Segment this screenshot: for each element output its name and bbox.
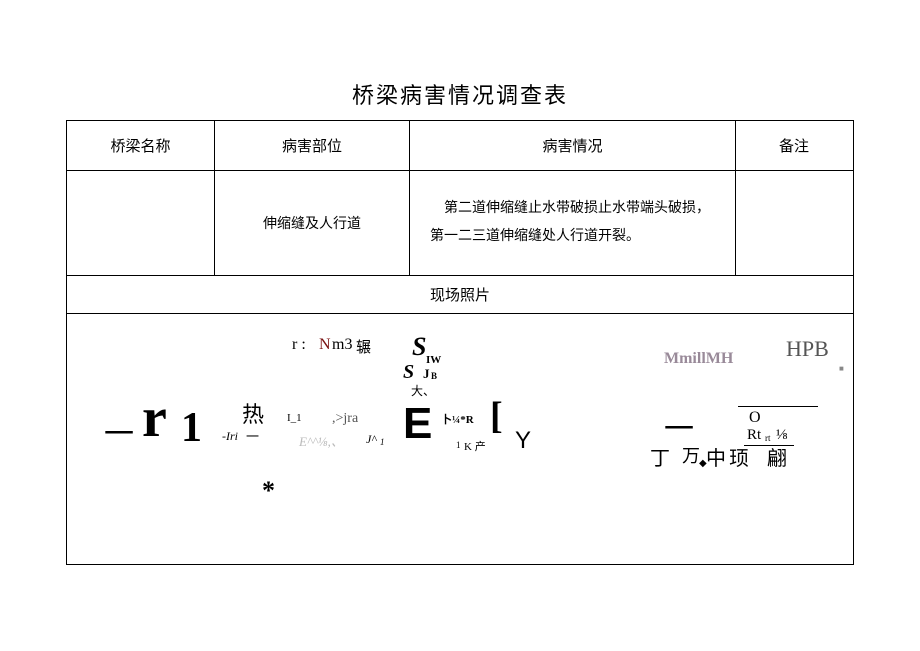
ocr-fragment: IW [426, 354, 441, 366]
ocr-fragment: 中 [706, 442, 726, 471]
ocr-fragment: I_1 [287, 412, 302, 424]
table-header-row: 桥梁名称 病害部位 病害情况 备注 [67, 121, 853, 171]
page-title: 桥梁病害情况调查表 [0, 0, 920, 120]
cell-damage-part: 伸缩缝及人行道 [215, 171, 410, 275]
ocr-fragment: B [431, 371, 437, 381]
ocr-fragment: * [262, 476, 275, 506]
ocr-fragment: 一 [104, 409, 134, 453]
ocr-fragment: J [423, 366, 430, 382]
ocr-fragment: 1 [380, 437, 385, 447]
ocr-fragment: N [319, 336, 331, 354]
ocr-fragment: E [403, 399, 432, 449]
ocr-fragment: 卜¼*R [441, 411, 474, 427]
cell-damage-situation: 第二道伸缩缝止水带破损止水带端头破损，第一二三道伸缩缝处人行道开裂。 [410, 171, 736, 275]
ocr-fragment: J^ [366, 432, 376, 447]
ocr-fragment: MmillMH [664, 350, 733, 368]
header-note: 备注 [736, 121, 852, 170]
ocr-fragment: 1 [456, 440, 461, 450]
survey-table: 桥梁名称 病害部位 病害情况 备注 伸缩缝及人行道 第二道伸缩缝止水带破损止水带… [66, 120, 854, 565]
ocr-fragment: [ [490, 394, 503, 438]
ocr-fragment: 热 [242, 397, 264, 429]
ocr-fragment: 丁 [650, 442, 670, 471]
ocr-fragment: 一 [246, 426, 259, 445]
ocr-fragment: E^^⅛,、 [299, 431, 344, 450]
photo-label: 现场照片 [67, 276, 853, 314]
header-damage-part: 病害部位 [215, 121, 410, 170]
ocr-fragment: Y [515, 427, 531, 455]
line-fragment [744, 445, 794, 446]
table-data-row: 伸缩缝及人行道 第二道伸缩缝止水带破损止水带端头破损，第一二三道伸缩缝处人行道开… [67, 171, 853, 276]
ocr-fragment: 大、 [411, 382, 435, 399]
ocr-fragment: 辗 [356, 336, 371, 357]
ocr-fragment: 顼 [729, 442, 749, 471]
ocr-fragment: m3 [332, 336, 352, 354]
cell-note [736, 171, 852, 275]
ocr-fragment: K 产 [464, 438, 486, 454]
ocr-fragment: r : [292, 336, 306, 354]
ocr-fragment: ,>jra [332, 411, 358, 427]
header-damage-situation: 病害情况 [410, 121, 736, 170]
ocr-fragment: 翩 [767, 442, 787, 471]
cell-bridge-name [67, 171, 215, 275]
ocr-fragment: S [403, 361, 414, 384]
ocr-fragment: -Iri [222, 429, 238, 444]
ocr-fragment: S [412, 332, 426, 362]
header-bridge-name: 桥梁名称 [67, 121, 215, 170]
ocr-fragment: O [749, 409, 761, 427]
photo-content: r : Nm3辗SSIWJBMmillMHHPB■一r1热-Iri一I_1,>j… [67, 314, 853, 564]
ocr-fragment: 万 [682, 442, 700, 468]
ocr-fragment: ◆ [699, 458, 707, 469]
ocr-fragment: Rt [747, 427, 761, 444]
ocr-fragment: 1 [181, 404, 202, 452]
ocr-fragment: ■ [839, 364, 844, 373]
ocr-fragment: HPB [786, 336, 829, 362]
line-fragment [738, 406, 818, 407]
ocr-fragment: r [142, 386, 167, 450]
